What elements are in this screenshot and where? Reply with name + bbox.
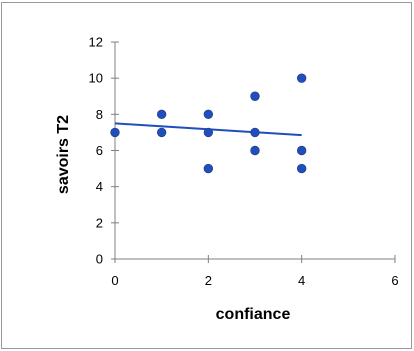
x-tick-label: 0 <box>111 273 118 288</box>
data-point <box>296 145 307 156</box>
x-axis-title: confiance <box>216 306 291 323</box>
axes <box>111 41 396 263</box>
y-tick-label: 2 <box>96 215 103 230</box>
data-point <box>250 91 260 101</box>
data-point <box>250 145 260 156</box>
data-point <box>296 73 307 83</box>
y-axis-title: savoirs T2 <box>55 115 72 194</box>
data-point <box>203 109 214 120</box>
y-tick-label: 6 <box>96 143 103 158</box>
x-tick-label: 6 <box>391 273 398 288</box>
data-point <box>156 127 167 138</box>
data-points <box>110 73 307 174</box>
data-point <box>250 127 260 138</box>
data-point <box>156 109 167 120</box>
x-tick-label: 4 <box>298 273 305 288</box>
y-tick-label: 4 <box>96 179 103 194</box>
y-tick-label: 0 <box>96 252 103 267</box>
tick-labels: 0 2 4 6 8 10 12 0 2 4 6 <box>89 35 399 289</box>
data-point <box>203 163 214 174</box>
x-tick-label: 2 <box>205 273 212 288</box>
data-point <box>296 163 307 174</box>
y-tick-label: 8 <box>96 107 103 122</box>
y-tick-label: 10 <box>89 71 103 86</box>
y-tick-label: 12 <box>89 35 103 50</box>
data-point <box>110 127 120 138</box>
data-point <box>203 127 214 138</box>
